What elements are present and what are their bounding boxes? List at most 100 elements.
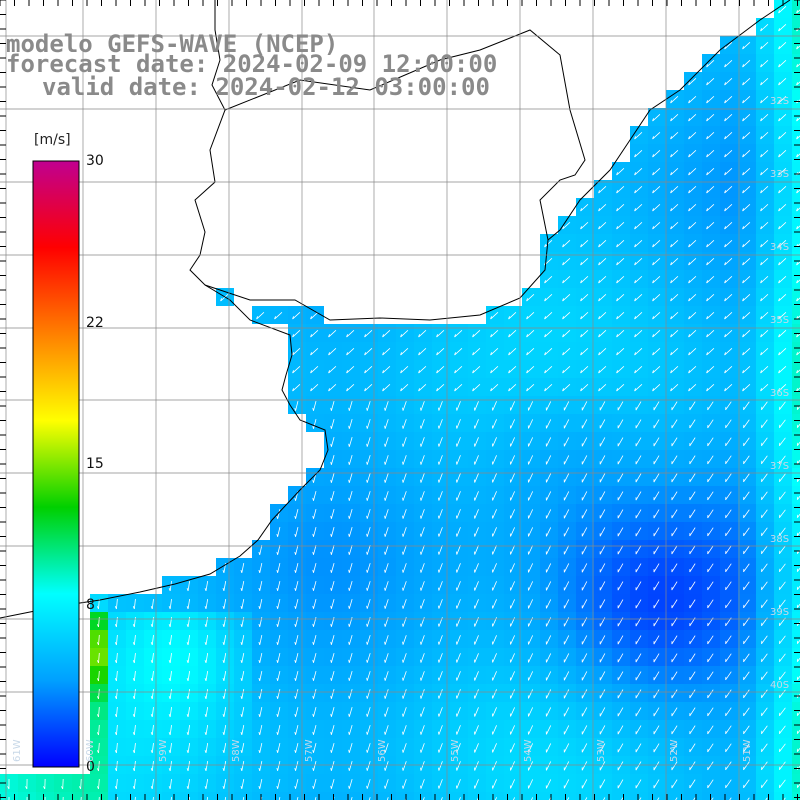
wind-arrow-icon [312,635,317,645]
wind-arrow-icon [796,369,800,374]
wind-arrow-icon [581,725,588,735]
wind-arrow-icon [760,96,769,104]
wind-arrow-icon [454,384,463,392]
wind-arrow-icon [671,527,678,537]
longitude-label: 52W [669,739,680,762]
wind-arrow-icon [598,330,607,338]
longitude-label: 57W [304,739,315,762]
wind-arrow-icon [725,473,732,483]
wind-arrow-icon [653,491,660,501]
wind-arrow-icon [562,330,571,338]
wind-arrow-icon [581,419,588,429]
wind-arrow-icon [653,725,660,735]
wind-arrow-icon [438,635,443,645]
wind-arrow-icon [598,276,607,284]
wind-arrow-icon [616,186,625,194]
wind-arrow-icon [653,473,660,483]
wind-arrow-icon [742,348,751,356]
wind-arrow-icon [706,258,715,266]
wind-arrow-icon [617,491,624,501]
wind-arrow-icon [152,796,154,800]
wind-arrow-icon [778,401,786,411]
wind-arrow-icon [472,330,481,338]
wind-arrow-icon [621,797,624,800]
wind-arrow-icon [635,527,642,537]
wind-arrow-icon [312,743,317,753]
wind-arrow-icon [26,796,28,800]
wind-arrow-icon [25,778,28,790]
wind-arrow-icon [545,509,552,519]
wind-arrow-icon [348,419,353,429]
wind-arrow-icon [312,689,317,699]
wind-arrow-icon [760,330,769,338]
wind-arrow-icon [545,635,552,645]
wind-arrow-icon [743,725,750,735]
wind-arrow-icon [796,189,800,194]
wind-arrow-icon [456,689,461,699]
wind-arrow-icon [743,581,750,591]
wind-arrow-icon [778,455,786,465]
wind-arrow-icon [438,491,443,501]
wind-arrow-icon [328,330,337,338]
wind-arrow-icon [545,779,552,789]
wind-arrow-icon [456,455,461,465]
wind-arrow-icon [366,725,371,735]
wind-arrow-icon [616,366,625,374]
wind-arrow-icon [635,437,642,447]
wind-arrow-icon [473,455,479,465]
wind-arrow-icon [438,401,443,411]
wind-arrow-icon [402,599,407,609]
wind-arrow-icon [366,599,371,609]
wind-arrow-icon [634,240,643,248]
wind-arrow-icon [671,653,678,663]
wind-arrow-icon [599,419,606,429]
wind-arrow-icon [150,634,154,646]
wind-arrow-icon [581,761,588,771]
wind-arrow-icon [527,419,534,429]
wind-arrow-icon [402,455,407,465]
wind-arrow-icon [204,580,209,592]
wind-arrow-icon [224,796,227,800]
wind-arrow-icon [527,707,534,717]
wind-arrow-icon [78,778,82,790]
wind-arrow-icon [292,348,301,356]
wind-arrow-icon [386,797,389,800]
wind-arrow-icon [114,724,118,736]
wind-arrow-icon [364,366,373,374]
wind-arrow-icon [778,294,787,302]
wind-arrow-icon [796,513,800,518]
wind-arrow-icon [222,580,227,592]
wind-arrow-icon [312,725,317,735]
wind-arrow-icon [761,527,768,537]
wind-arrow-icon [599,707,606,717]
wind-arrow-icon [562,222,571,230]
wind-arrow-icon [509,401,516,411]
wind-arrow-icon [168,652,172,664]
wind-arrow-icon [186,670,191,682]
wind-arrow-icon [634,168,643,176]
wind-arrow-icon [652,186,661,194]
wind-arrow-icon [796,297,800,302]
wind-arrow-icon [725,671,732,681]
wind-arrow-icon [635,761,642,771]
wind-arrow-icon [689,491,696,501]
wind-arrow-icon [258,545,263,555]
wind-arrow-icon [420,671,425,681]
wind-arrow-icon [581,437,588,447]
wind-arrow-icon [527,671,534,681]
wind-arrow-icon [670,258,679,266]
wind-arrow-icon [653,437,660,447]
wind-arrow-icon [96,742,100,754]
wind-arrow-icon [294,527,299,537]
wind-arrow-icon [473,707,479,717]
wind-arrow-icon [617,545,624,555]
wind-arrow-icon [526,294,535,302]
wind-arrow-icon [508,384,517,392]
wind-arrow-icon [617,527,624,537]
wind-arrow-icon [420,509,425,519]
wind-arrow-icon [760,384,769,392]
wind-arrow-icon [456,527,461,537]
wind-arrow-icon [617,761,624,771]
wind-arrow-icon [760,222,769,230]
